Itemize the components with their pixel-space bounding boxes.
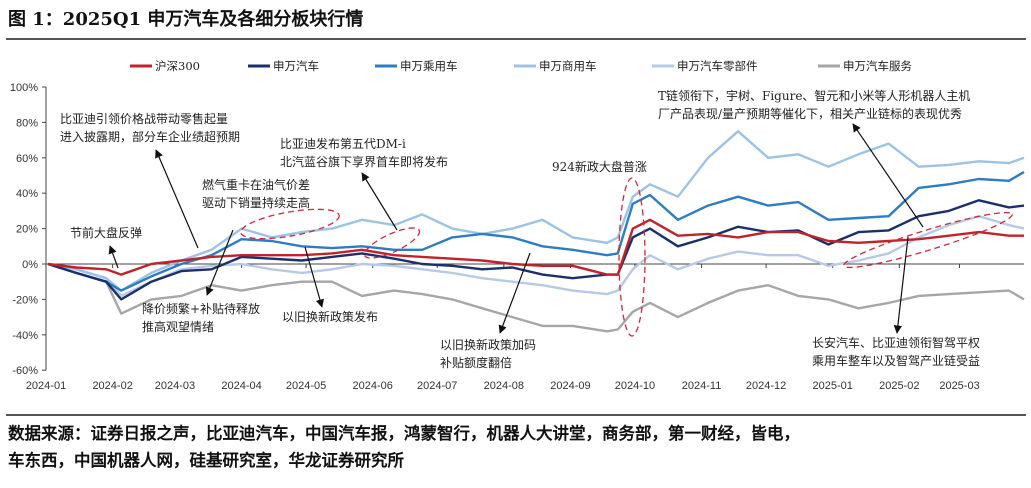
source-line: 数据来源：证券日报之声，比亚迪汽车，中国汽车报，鸿蒙智行，机器人大讲堂，商务部，… bbox=[8, 424, 800, 443]
y-tick-label: -20% bbox=[12, 294, 38, 306]
x-tick-label: 2024-09 bbox=[550, 380, 590, 392]
legend-label: 申万汽车服务 bbox=[843, 59, 912, 73]
annotation-arrow bbox=[361, 172, 398, 231]
annotation-text: 以旧换新政策加码 bbox=[440, 337, 536, 352]
x-tick-label: 2024-02 bbox=[92, 380, 132, 392]
annotation-text: 降价频繁+补贴待释放 bbox=[142, 301, 260, 316]
figure-title: 图 1：2025Q1 申万汽车及各细分板块行情 bbox=[8, 9, 364, 30]
y-tick-label: 80% bbox=[16, 117, 38, 129]
annotation-arrow bbox=[852, 123, 924, 228]
x-tick-label: 2025-01 bbox=[813, 380, 853, 392]
y-tick-label: -40% bbox=[12, 330, 38, 342]
annotation-text: 驱动下销量持续走高 bbox=[202, 195, 310, 210]
y-tick-label: 100% bbox=[10, 82, 38, 94]
y-tick-label: 60% bbox=[16, 153, 38, 165]
annotation-text: 北汽蓝谷旗下享界首车即将发布 bbox=[280, 154, 448, 169]
highlight-ellipse bbox=[618, 177, 646, 337]
x-tick-label: 2024-01 bbox=[26, 380, 66, 392]
legend: 沪深300 申万汽车 申万乘用车 申万商用车 申万汽车零部件 申万汽车服务 bbox=[130, 59, 912, 73]
x-tick-label: 2024-12 bbox=[746, 380, 786, 392]
annotation-arrow bbox=[304, 246, 324, 308]
x-tick-label: 2024-03 bbox=[155, 380, 195, 392]
annotation-text: 进入披露期，部分车企业绩超预期 bbox=[60, 129, 240, 144]
annotation-text: 比亚迪引领价格战带动零售起量 bbox=[60, 111, 228, 126]
legend-label: 沪深300 bbox=[155, 59, 200, 73]
legend-label: 申万汽车 bbox=[273, 59, 319, 73]
y-tick-label: 0% bbox=[22, 259, 38, 271]
highlight-ellipse bbox=[363, 227, 421, 259]
annotation-text: 以旧换新政策发布 bbox=[282, 309, 378, 324]
annotation-text: 比亚迪发布第五代DM-i bbox=[280, 136, 406, 151]
x-tick-label: 2024-04 bbox=[221, 380, 261, 392]
series-line-3 bbox=[47, 130, 1025, 292]
highlight-ellipse bbox=[240, 208, 340, 240]
annotation-text: 补贴额度翻倍 bbox=[440, 355, 512, 370]
annotation-text: T链领衔下，宇树、Figure、智元和小米等人形机器人主机 bbox=[658, 88, 970, 103]
annotation-text: 乘用车整车以及智驾产业链受益 bbox=[812, 353, 980, 368]
x-tick-label: 2024-05 bbox=[286, 380, 326, 392]
title-divider bbox=[6, 38, 1026, 40]
x-tick-label: 2024-07 bbox=[417, 380, 457, 392]
x-tick-label: 2024-10 bbox=[615, 380, 655, 392]
annotation-text: 924新政大盘普涨 bbox=[552, 159, 647, 174]
series-line-1 bbox=[47, 199, 1025, 301]
annotation-arrow bbox=[893, 236, 909, 334]
annotation-arrow bbox=[108, 245, 119, 269]
axes: -60% -40% -20% 0% 20% 40% 60% 80% 100% 2024-01 202… bbox=[10, 82, 1024, 392]
series-line-0 bbox=[47, 218, 1024, 276]
y-tick-label: 20% bbox=[16, 224, 38, 236]
legend-label: 申万乘用车 bbox=[400, 59, 458, 73]
x-tick-label: 2024-06 bbox=[353, 380, 393, 392]
legend-label: 申万汽车零部件 bbox=[677, 59, 758, 73]
annotation-text: 节前大盘反弹 bbox=[70, 225, 142, 240]
y-tick-label: -60% bbox=[12, 365, 38, 377]
data-source: 数据来源：证券日报之声，比亚迪汽车，中国汽车报，鸿蒙智行，机器人大讲堂，商务部，… bbox=[8, 420, 1028, 474]
source-divider bbox=[6, 414, 1026, 416]
x-tick-label: 2024-08 bbox=[484, 380, 524, 392]
annotation-arrow bbox=[155, 149, 199, 249]
source-line: 车东西，中国机器人网，硅基研究室，华龙证券研究所 bbox=[8, 451, 404, 470]
y-tick-label: 40% bbox=[16, 188, 38, 200]
annotation-text: 厂产品表现/量产预期等催化下，相关产业链标的表现优秀 bbox=[658, 106, 962, 121]
annotation-marks bbox=[108, 123, 1013, 337]
annotation-arrow bbox=[498, 252, 531, 334]
x-tick-label: 2024-11 bbox=[682, 380, 722, 392]
series-line-4 bbox=[47, 214, 1025, 298]
annotation-text: 燃气重卡在油气价差 bbox=[202, 177, 310, 192]
highlight-ellipse bbox=[843, 211, 1013, 269]
annotation-text: 推高观望情绪 bbox=[142, 319, 214, 334]
annotation-arrow bbox=[205, 229, 234, 296]
annotation-text: 长安汽车、比亚迪领衔智驾平权 bbox=[812, 335, 980, 350]
legend-label: 申万商用车 bbox=[539, 59, 597, 73]
x-tick-label: 2025-02 bbox=[879, 380, 919, 392]
x-tick-label: 2025-03 bbox=[939, 380, 979, 392]
